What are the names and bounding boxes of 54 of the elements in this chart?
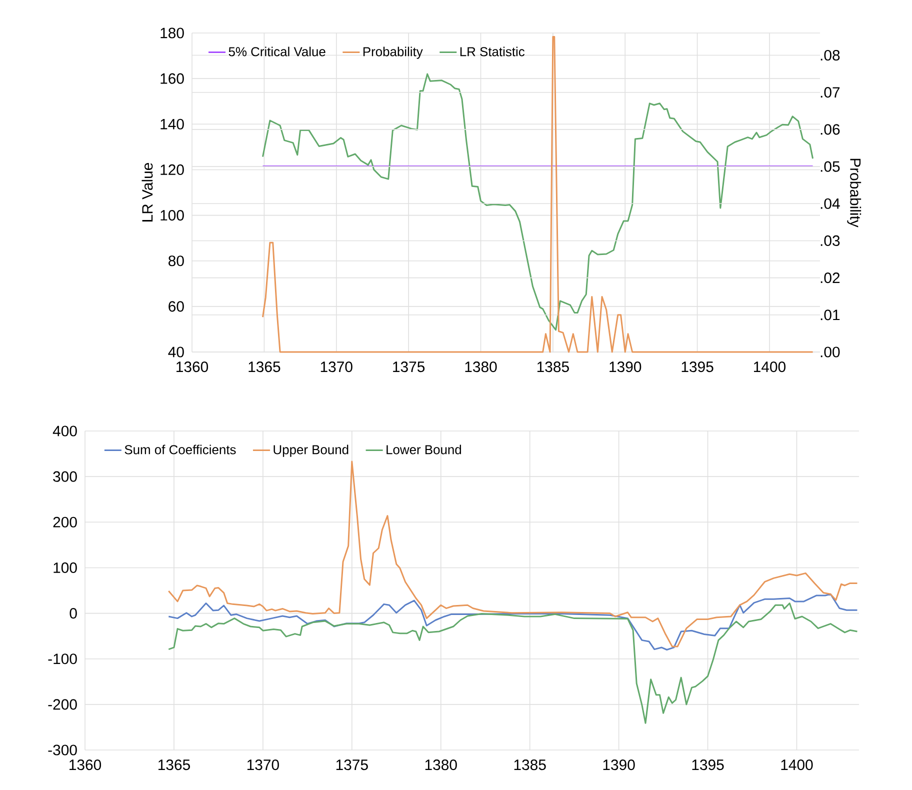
- x-tick-label: 1370: [247, 760, 279, 770]
- x-tick-label: 1395: [692, 760, 724, 770]
- y2-tick-label: .07: [820, 87, 840, 98]
- y2-axis-title: Probability: [847, 158, 862, 228]
- legend-label: Sum of Coefficients: [124, 444, 236, 454]
- y-tick-label: 400: [52, 426, 77, 436]
- legend-label: LR Statistic: [460, 46, 525, 56]
- y2-tick-label: .05: [820, 161, 840, 172]
- y2-tick-label: .08: [820, 50, 840, 61]
- x-tick-label: 1365: [158, 760, 190, 770]
- y-tick-label: -100: [48, 654, 77, 664]
- y-tick-label: 140: [160, 118, 184, 130]
- x-tick-label: 1370: [320, 362, 352, 372]
- x-tick-label: 1375: [336, 760, 368, 770]
- y-tick-label: -300: [48, 744, 77, 756]
- y-tick-label: -200: [48, 699, 77, 710]
- x-tick-label: 1360: [176, 362, 208, 372]
- x-tick-label: 1395: [682, 362, 714, 372]
- line-series: [168, 602, 858, 724]
- y-tick-label: 160: [160, 73, 184, 84]
- line-series: [168, 460, 858, 648]
- legend-label: 5% Critical Value: [228, 46, 326, 56]
- x-tick-label: 1380: [425, 760, 457, 770]
- y2-tick-label: .03: [820, 235, 840, 246]
- y-tick-label: 100: [54, 562, 77, 574]
- y2-tick-label: .06: [820, 124, 840, 135]
- y-tick-label: 80: [168, 256, 184, 266]
- y2-tick-label: .02: [820, 272, 840, 284]
- y-tick-label: 60: [168, 301, 184, 312]
- x-tick-label: 1385: [514, 760, 546, 770]
- x-tick-label: 1390: [610, 362, 642, 372]
- x-tick-label: 1390: [603, 760, 635, 770]
- line-series: [262, 73, 814, 331]
- y-tick-label: 300: [53, 471, 77, 482]
- y-tick-label: 0: [70, 608, 77, 619]
- x-tick-label: 1385: [537, 362, 569, 372]
- y-tick-label: 200: [53, 516, 77, 528]
- x-tick-label: 1360: [70, 760, 102, 770]
- legend-label: Probability: [363, 46, 423, 59]
- y-tick-label: 120: [160, 164, 184, 175]
- y-tick-label: 40: [168, 346, 184, 358]
- x-tick-label: 1365: [248, 362, 280, 372]
- y2-tick-label: .04: [820, 198, 840, 209]
- legend-label: Lower Bound: [386, 444, 462, 454]
- y-tick-label: 100: [160, 210, 184, 221]
- x-tick-label: 1375: [393, 362, 425, 372]
- x-tick-label: 1400: [781, 760, 813, 770]
- y-tick-label: 180: [160, 28, 184, 38]
- x-tick-label: 1400: [754, 362, 786, 372]
- y-axis-title: LR Value: [142, 162, 153, 222]
- legend-label: Upper Bound: [274, 444, 348, 457]
- y2-tick-label: .00: [820, 346, 840, 358]
- x-tick-label: 1380: [465, 362, 497, 372]
- y2-tick-label: .01: [820, 310, 840, 320]
